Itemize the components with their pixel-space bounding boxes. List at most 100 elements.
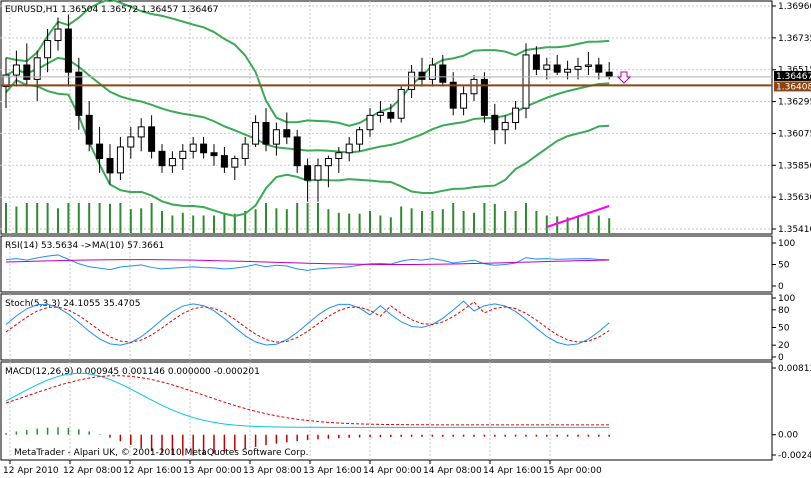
time-axis[interactable]: 12 Apr 2010 12 Apr 08:00 12 Apr 16:00 13 Ap…	[3, 460, 602, 476]
candle-body	[543, 64, 551, 70]
candle-body	[116, 146, 124, 174]
bollinger-middle-line	[5, 56, 610, 154]
volume-bars	[5, 203, 611, 233]
candle-body	[470, 78, 478, 95]
volume-ma-line	[546, 205, 610, 228]
time-tick-label: 13 Apr 08:00	[243, 466, 302, 476]
time-tick-label: 12 Apr 2010	[3, 466, 59, 476]
stoch-tick-label: 80	[778, 306, 790, 316]
candle-body	[480, 78, 488, 116]
candle-body	[376, 111, 384, 116]
time-tick-label: 12 Apr 08:00	[63, 466, 122, 476]
macd-axis: 0.00813 0.00 -0.00247	[772, 364, 811, 461]
candlesticks[interactable]	[2, 14, 613, 202]
candle-body	[439, 64, 447, 83]
candle-body	[574, 65, 582, 70]
macd-label: MACD(12,26,9) 0.000945 0.001146 0.000000…	[5, 367, 260, 377]
current-price-label: 1.36467	[774, 70, 811, 82]
candle-body	[33, 57, 41, 80]
price-tick-label: 1.36075	[778, 129, 811, 139]
svg-text:1.36408: 1.36408	[776, 82, 811, 92]
time-tick-label: 13 Apr 00:00	[183, 466, 242, 476]
candle-body	[64, 28, 72, 73]
candle-body	[553, 64, 561, 73]
macd-histogram	[5, 427, 610, 456]
candle-body	[366, 114, 374, 131]
candle-body	[449, 81, 457, 109]
time-tick-label: 12 Apr 16:00	[123, 466, 182, 476]
macd-main-line	[5, 372, 610, 428]
candle-body	[241, 143, 249, 160]
time-tick-label: 14 Apr 00:00	[363, 466, 422, 476]
stoch-signal-line	[5, 301, 610, 343]
macd-signal-line	[5, 375, 610, 426]
rsi-axis: 100 50 0	[772, 239, 795, 292]
price-tick-label: 1.36960	[778, 2, 811, 12]
stoch-tick-label: 100	[778, 294, 795, 304]
candle-body	[200, 143, 208, 154]
candle-body	[304, 165, 312, 181]
time-tick-label: 13 Apr 16:00	[303, 466, 362, 476]
candle-body	[54, 28, 62, 42]
candle-body	[595, 64, 603, 73]
candle-body	[324, 158, 332, 167]
hline-price-label: 1.36408	[774, 81, 811, 92]
candle-body	[512, 107, 520, 124]
main-price-pane[interactable]	[0, 0, 773, 235]
macd-tick-label: 0.00	[778, 431, 798, 441]
candle-body	[262, 122, 270, 145]
stoch-label: Stoch(5,3,3) 24.1055 35.4705	[5, 299, 140, 309]
copyright-text: MetaTrader - Alpari UK, © 2001-2010 Meta…	[14, 448, 308, 458]
rsi-ma-line	[5, 259, 610, 265]
rsi-tick-label: 100	[778, 239, 795, 249]
candle-body	[428, 64, 436, 80]
candle-body	[272, 129, 280, 145]
candle-body	[564, 68, 572, 73]
candle-body	[220, 155, 228, 168]
time-tick-label: 15 Apr 00:00	[543, 466, 602, 476]
price-tick-label: 1.36515	[778, 66, 811, 76]
price-tick-label: 1.35850	[778, 161, 811, 171]
candle-body	[491, 114, 499, 131]
macd-tick-label: 0.00813	[778, 364, 811, 374]
candle-body	[210, 152, 218, 157]
rsi-line	[5, 254, 610, 271]
stoch-axis: 100 80 50 20 0	[772, 294, 795, 363]
time-tick-label: 14 Apr 08:00	[423, 466, 482, 476]
candle-body	[12, 64, 20, 76]
price-axis[interactable]: 1.36960 1.36735 1.36515 1.36295 1.36075 1.358…	[772, 2, 811, 235]
candle-body	[418, 71, 426, 80]
candle-body	[127, 136, 135, 148]
candle-body	[335, 152, 343, 160]
macd-tick-label: -0.00247	[778, 451, 811, 461]
candle-body	[387, 111, 395, 119]
candle-body	[137, 126, 145, 138]
candle-body	[584, 64, 592, 67]
candle-body	[356, 129, 364, 145]
bollinger-upper-line	[5, 0, 610, 127]
rsi-label: RSI(14) 53.5634 ->MA(10) 57.3661	[5, 241, 164, 251]
candle-body	[397, 88, 405, 119]
candle-body	[158, 150, 166, 167]
candle-body	[501, 122, 509, 131]
price-tick-label: 1.35410	[778, 225, 811, 235]
candle-body	[23, 64, 31, 80]
candle-body	[532, 54, 540, 70]
candle-body	[605, 71, 613, 77]
time-tick-label: 14 Apr 16:00	[483, 466, 542, 476]
svg-text:1.36467: 1.36467	[776, 72, 811, 82]
sell-arrow-icon[interactable]	[616, 71, 632, 84]
candle-body	[96, 143, 104, 160]
candle-body	[460, 93, 468, 109]
candle-body	[231, 158, 239, 168]
stoch-tick-label: 0	[778, 353, 784, 363]
price-tick-label: 1.35630	[778, 193, 811, 203]
candle-body	[522, 54, 530, 109]
candle-body	[314, 165, 322, 181]
candle-body	[168, 158, 176, 167]
candle-body	[75, 71, 83, 116]
candle-body	[345, 143, 353, 154]
stoch-tick-label: 20	[778, 341, 790, 351]
candle-body	[2, 74, 10, 88]
